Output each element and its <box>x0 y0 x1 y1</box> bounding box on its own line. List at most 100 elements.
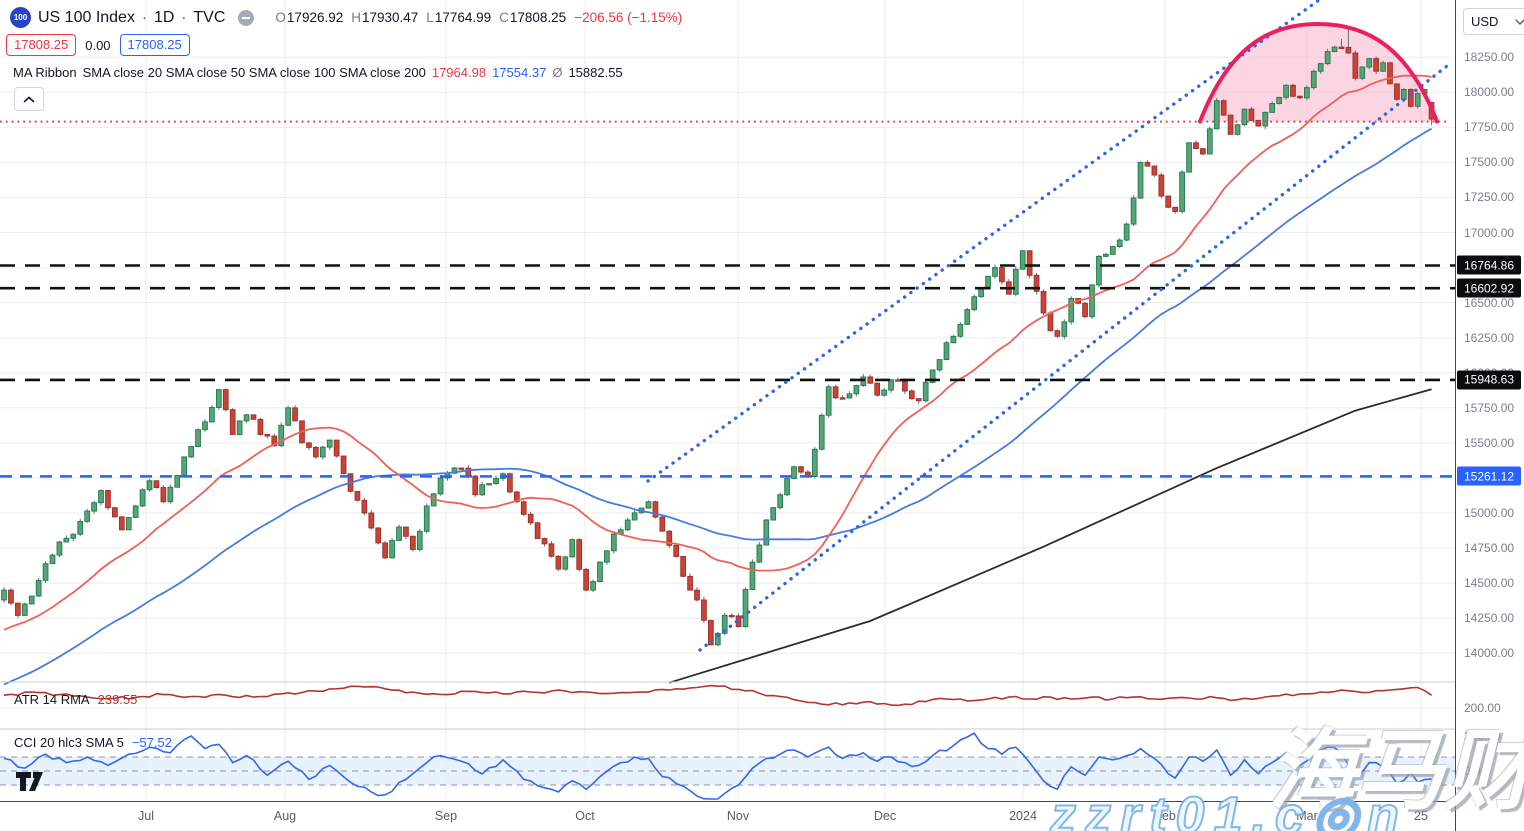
candle <box>368 512 375 529</box>
candle <box>271 435 278 447</box>
candle <box>56 541 63 556</box>
candle <box>832 386 839 399</box>
candle <box>1414 93 1421 107</box>
candle <box>160 487 167 503</box>
candle <box>1338 46 1345 49</box>
time-axis[interactable]: Jul Aug Sep Oct Nov Dec 2024 Feb Mar 25 <box>0 801 1524 831</box>
ma-ribbon-legend[interactable]: MA Ribbon SMA close 20 SMA close 50 SMA … <box>13 65 623 80</box>
candle <box>784 478 790 496</box>
candle <box>1220 100 1227 116</box>
candle <box>1352 52 1359 79</box>
candle <box>15 602 21 616</box>
candle <box>874 382 881 396</box>
currency-selector[interactable]: USD <box>1463 8 1524 35</box>
candle <box>708 619 714 646</box>
candle <box>1186 142 1192 173</box>
candle <box>1137 161 1144 199</box>
candle <box>1248 108 1255 121</box>
candle <box>354 490 361 501</box>
candle <box>929 369 936 383</box>
separator-dot: · <box>141 9 147 26</box>
candle <box>1303 87 1310 99</box>
main-chart-canvas[interactable] <box>0 0 1455 831</box>
candle <box>534 522 541 539</box>
change-value: −206.56 (−1.15%) <box>574 10 683 25</box>
candle <box>403 526 409 537</box>
candle <box>1096 255 1102 286</box>
candle <box>1012 268 1019 295</box>
candle <box>132 505 139 518</box>
candle <box>985 275 991 290</box>
candle <box>798 466 804 473</box>
candle <box>458 467 465 470</box>
channel-lower-trendline[interactable] <box>698 64 1449 652</box>
sma20-line <box>3 74 1432 631</box>
candle <box>396 526 402 541</box>
candle <box>1019 250 1026 270</box>
price-level-badge: 15948.63 <box>1457 370 1521 390</box>
candle <box>8 589 14 604</box>
symbol-title[interactable]: US 100 Index <box>38 8 135 26</box>
ask-price-box[interactable]: 17808.25 <box>119 34 190 56</box>
candle <box>1082 302 1088 318</box>
candle <box>209 406 215 423</box>
candle <box>1054 330 1061 337</box>
bid-price-box[interactable]: 17808.25 <box>6 34 77 56</box>
price-axis[interactable]: USD 18250.00 18000.00 17750.00 17500.00 1725… <box>1455 0 1524 831</box>
candle <box>541 538 548 545</box>
channel-upper-trendline[interactable] <box>646 0 1321 483</box>
tradingview-logo-icon[interactable] <box>16 769 46 796</box>
candle <box>763 519 770 546</box>
candle <box>416 530 423 550</box>
candle <box>63 537 70 543</box>
candle <box>1193 142 1199 150</box>
candle <box>610 533 617 552</box>
open-value: 17926.92 <box>286 10 344 25</box>
candle <box>153 480 160 488</box>
candle <box>1151 165 1158 176</box>
candle <box>777 494 784 509</box>
candle <box>1040 290 1047 314</box>
candle <box>1290 84 1296 97</box>
timeframe-label[interactable]: 1D <box>153 8 175 26</box>
candle <box>1109 246 1116 255</box>
candle <box>749 561 756 590</box>
candle <box>1394 83 1400 100</box>
spread-value: 0.00 <box>85 37 111 53</box>
cci-legend[interactable]: CCI 20 hlc3 SMA 5 −57.52 <box>14 735 172 750</box>
candle <box>1206 128 1213 155</box>
atr-legend[interactable]: ATR 14 RMA 239.55 <box>14 692 137 707</box>
rounding-top-fill <box>1200 24 1437 122</box>
candle <box>306 442 312 448</box>
candle <box>42 563 49 581</box>
candle <box>125 516 132 531</box>
candle <box>1234 124 1241 135</box>
collapse-indicators-button[interactable] <box>14 87 44 111</box>
candle <box>139 489 146 507</box>
candle <box>922 381 929 402</box>
price-level-badge: 16764.86 <box>1457 255 1521 275</box>
candle <box>895 379 901 382</box>
time-axis-label: Mar <box>1296 809 1318 823</box>
symbol-more-icon[interactable] <box>238 9 255 26</box>
candle <box>333 439 340 457</box>
candle <box>659 516 666 532</box>
candle <box>1116 239 1123 247</box>
candle <box>1241 108 1248 126</box>
price-axis-label: 17250.00 <box>1464 190 1515 205</box>
candle <box>375 527 382 544</box>
rounding-top-arc[interactable] <box>1198 21 1439 124</box>
candle <box>1359 66 1366 79</box>
candle <box>278 424 285 447</box>
candle <box>389 540 395 559</box>
cci-value: −57.52 <box>131 735 172 750</box>
candle <box>264 434 271 437</box>
candle <box>964 309 971 325</box>
chevron-up-icon <box>23 95 35 102</box>
candle <box>791 466 797 479</box>
candle <box>853 385 860 395</box>
candle <box>236 420 243 435</box>
candle <box>915 398 922 402</box>
candle <box>202 421 208 431</box>
